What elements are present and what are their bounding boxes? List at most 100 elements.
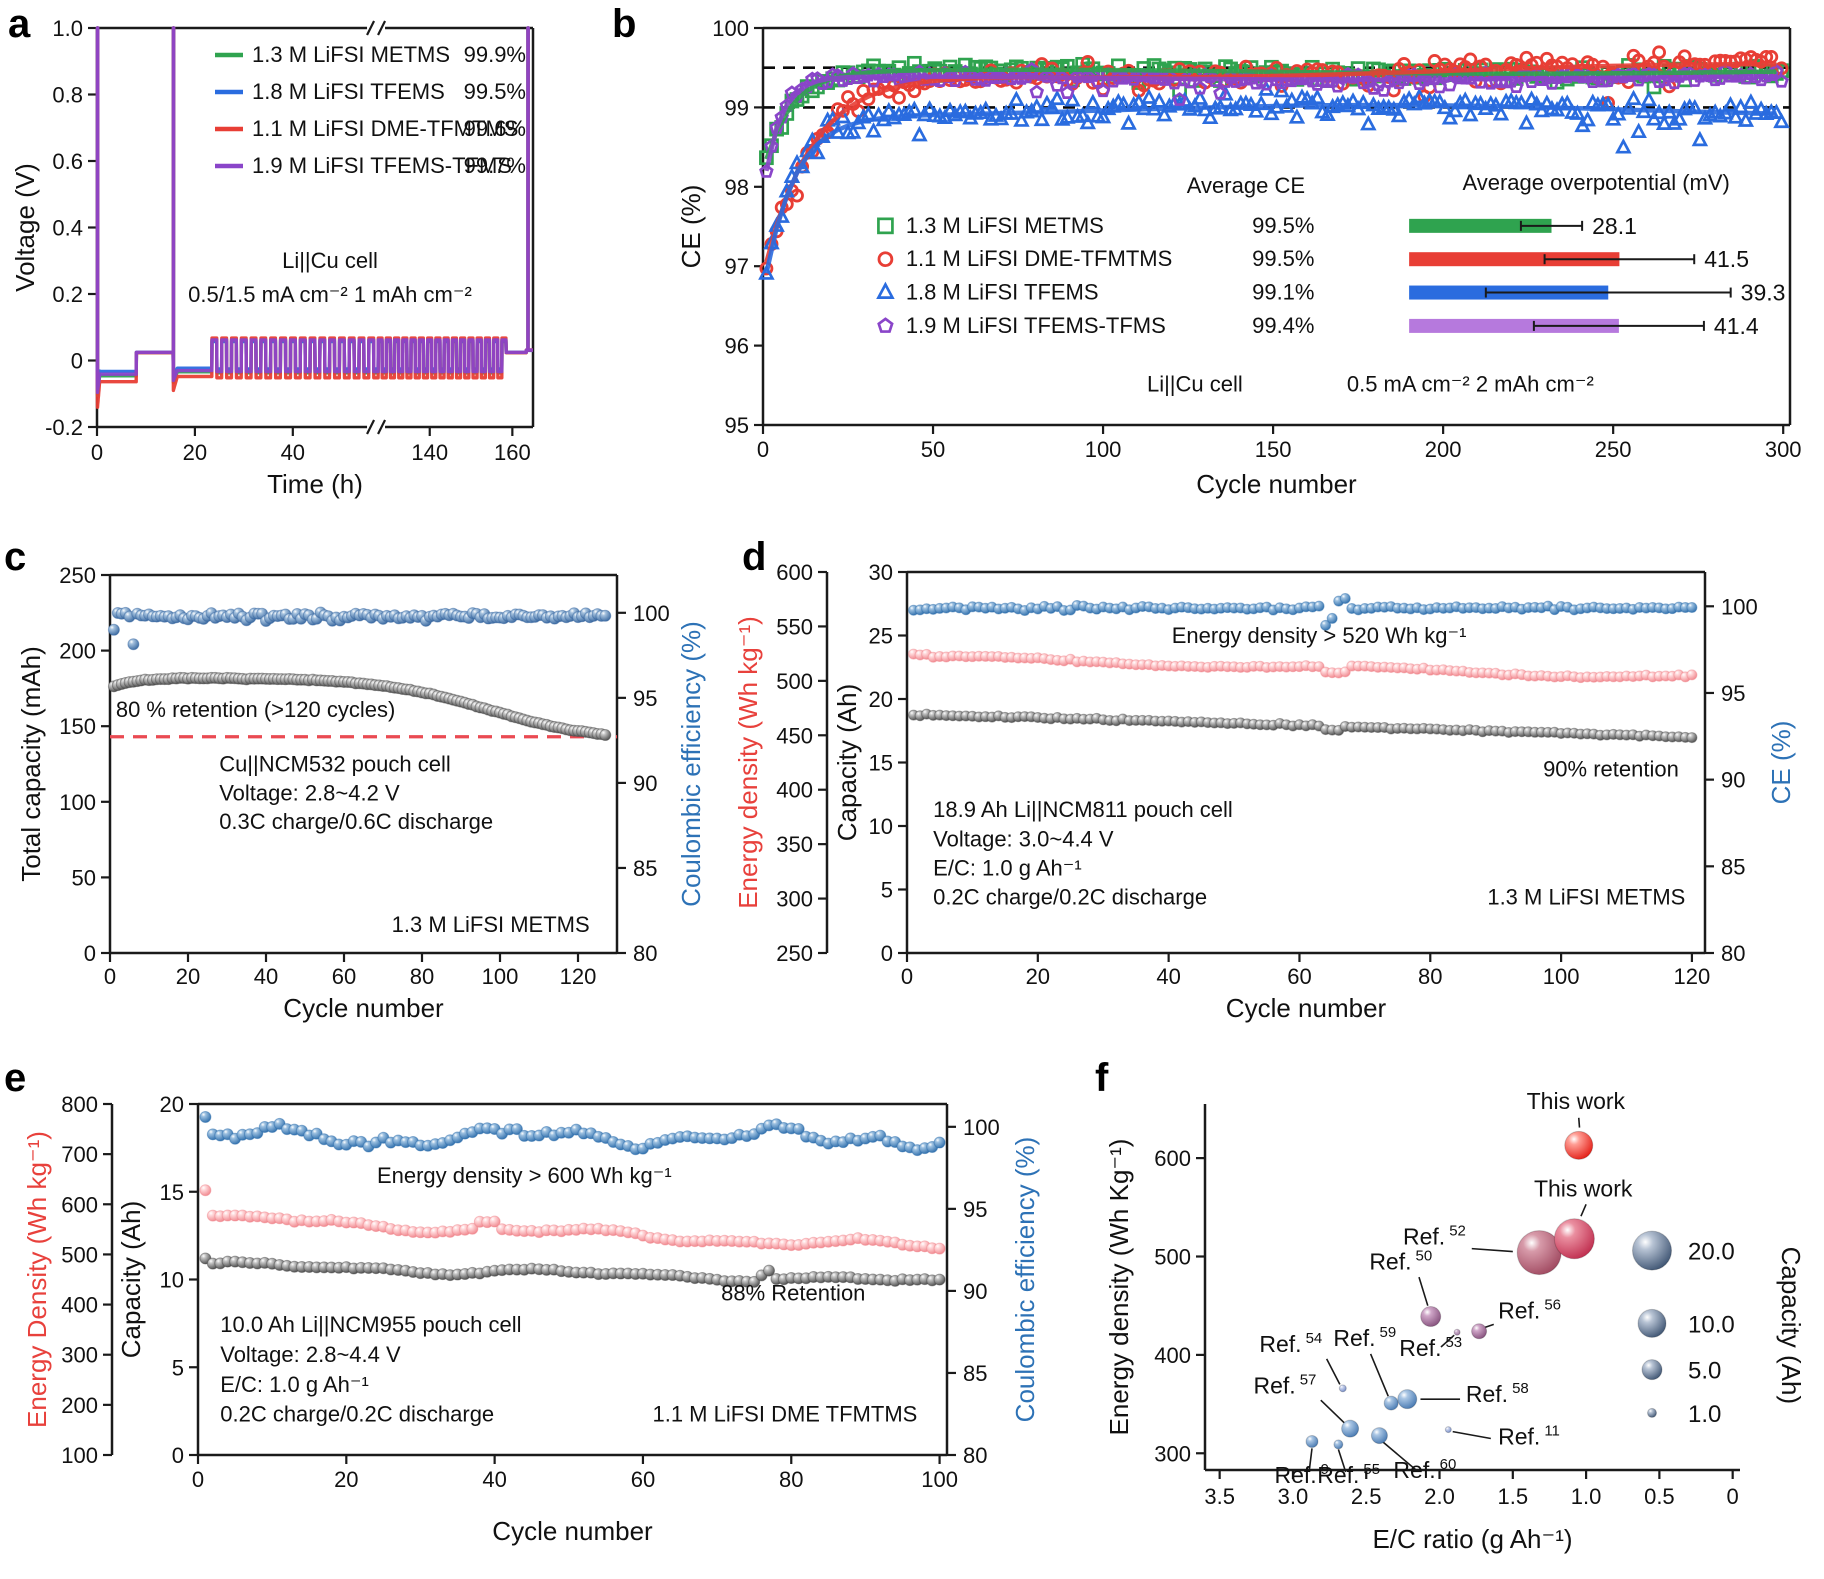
- axis-break: [366, 20, 376, 36]
- marker-triangle: [1446, 101, 1464, 118]
- annotation: Voltage: 2.8~4.2 V: [219, 780, 400, 805]
- marker-triangle: [1217, 85, 1234, 101]
- cap-tick-label: 15: [869, 751, 893, 776]
- bubble-this-work-2: [1553, 1218, 1595, 1260]
- axis-break: [377, 20, 387, 36]
- y-tick-label: 600: [1154, 1146, 1191, 1171]
- annotation: 80 % retention (>120 cycles): [116, 697, 395, 722]
- marker-pentagon: [1422, 70, 1437, 85]
- marker-triangle: [1013, 111, 1030, 127]
- trend-green: [764, 67, 1777, 160]
- x-tick-label: 60: [1287, 964, 1311, 989]
- marker-triangle: [1390, 106, 1408, 123]
- x-tick-label: 300: [1765, 437, 1802, 462]
- cap-tick-label: 20: [160, 1092, 184, 1117]
- marker-circle: [1652, 45, 1666, 60]
- point-label: This work: [1527, 1088, 1626, 1114]
- marker-triangle: [844, 123, 862, 139]
- x-tick-label: 80: [779, 1467, 803, 1492]
- marker-triangle: [758, 264, 775, 280]
- annotation: 18.9 Ah Li||NCM811 pouch cell: [933, 797, 1233, 822]
- point-label: This work: [1534, 1175, 1633, 1201]
- marker-triangle: [1048, 89, 1066, 106]
- x-tick-label: 0: [91, 440, 103, 465]
- marker-triangle: [911, 125, 928, 142]
- overpotential-header: Average overpotential (mV): [1462, 170, 1729, 195]
- legend-bubble-5.0: [1641, 1359, 1663, 1381]
- ce-tick-label: 90: [963, 1279, 987, 1304]
- marker-pentagon: [1039, 68, 1055, 83]
- marker-pentagon: [1095, 83, 1111, 98]
- avg-ce-value: 99.5%: [1252, 246, 1314, 271]
- x-tick-label: 20: [334, 1467, 358, 1492]
- marker-pentagon: [1192, 80, 1208, 95]
- x-tick-label: 3.5: [1204, 1484, 1235, 1509]
- ce-axis-label: CE (%): [1766, 721, 1796, 805]
- leader-line: [1325, 1358, 1341, 1385]
- ce-tick-label: 100: [963, 1115, 1000, 1140]
- x-tick-label: 80: [1418, 964, 1442, 989]
- y-tick-label: 99: [725, 95, 749, 120]
- y-tick-label: 0: [84, 941, 96, 966]
- x-tick-label: 20: [183, 440, 207, 465]
- annotation: 0.5/1.5 mA cm⁻² 1 mAh cm⁻²: [188, 282, 472, 307]
- annotation: Energy density > 520 Wh kg⁻¹: [1172, 623, 1467, 648]
- leader-line: [1440, 1334, 1455, 1348]
- marker-triangle: [1451, 93, 1469, 110]
- marker-pentagon: [1024, 61, 1039, 76]
- data-point: [1313, 600, 1325, 612]
- point-label: Ref. 56: [1498, 1296, 1561, 1323]
- legend-bubble-1.0: [1647, 1407, 1657, 1418]
- leader-line: [1452, 1430, 1491, 1440]
- marker-triangle: [1059, 108, 1076, 124]
- data-point: [748, 1275, 761, 1288]
- x-tick-label: 20: [1026, 964, 1050, 989]
- y-tick-label: 50: [72, 865, 96, 890]
- marker-pentagon: [1376, 82, 1391, 97]
- x-tick-label: 60: [332, 964, 356, 989]
- panel-e: 1002003004005006007008000510152080859095…: [22, 1092, 1040, 1546]
- energy-tick-label: 350: [776, 832, 813, 857]
- marker-triangle: [1625, 89, 1642, 106]
- marker-triangle: [1701, 106, 1719, 122]
- y-tick-label: 1.0: [52, 16, 83, 41]
- bubble-ref-60: [1370, 1427, 1388, 1445]
- marker-pentagon: [1213, 85, 1228, 100]
- marker-triangle: [1176, 91, 1193, 107]
- ce-tick-label: 100: [1721, 594, 1758, 619]
- marker-circle: [835, 103, 850, 118]
- marker-triangle: [1773, 112, 1790, 129]
- marker-triangle: [1533, 101, 1551, 118]
- bubble-ref-54: [1338, 1384, 1347, 1393]
- marker-triangle: [1712, 107, 1729, 123]
- marker-triangle: [1273, 81, 1290, 98]
- legend-label: 1.3 M LiFSI METMS: [906, 213, 1104, 238]
- y-tick-label: 150: [59, 714, 96, 739]
- leader-line: [1320, 1399, 1345, 1424]
- marker-pentagon: [1508, 79, 1524, 93]
- bubble-ref-59: [1383, 1395, 1399, 1411]
- marker-pentagon: [1463, 70, 1478, 85]
- energy-tick-label: 700: [61, 1142, 98, 1167]
- marker-triangle: [1518, 114, 1535, 130]
- bubble-ref-9: [1305, 1434, 1319, 1448]
- ce-tick-label: 95: [1721, 681, 1745, 706]
- marker-triangle: [1140, 88, 1158, 104]
- marker-pentagon: [1330, 78, 1346, 93]
- marker-circle: [759, 261, 774, 276]
- point-label: Ref. 52: [1403, 1223, 1466, 1250]
- data-point: [763, 1264, 776, 1277]
- annotation: 1.3 M LiFSI METMS: [392, 912, 590, 937]
- marker-pentagon: [907, 68, 922, 82]
- marker-triangle: [1094, 107, 1112, 124]
- marker-triangle: [1054, 110, 1071, 126]
- bubble-ref-55: [1333, 1439, 1344, 1450]
- cap-tick-label: 25: [869, 624, 893, 649]
- marker-triangle: [1161, 97, 1178, 113]
- point-label: Ref. 54: [1259, 1330, 1322, 1357]
- trend-blue: [764, 102, 1777, 274]
- data-point: [792, 1123, 805, 1136]
- x-axis-label: Cycle number: [283, 993, 444, 1023]
- leader-line: [1580, 1204, 1587, 1217]
- legend-label: 1.3 M LiFSI METMS: [252, 42, 450, 67]
